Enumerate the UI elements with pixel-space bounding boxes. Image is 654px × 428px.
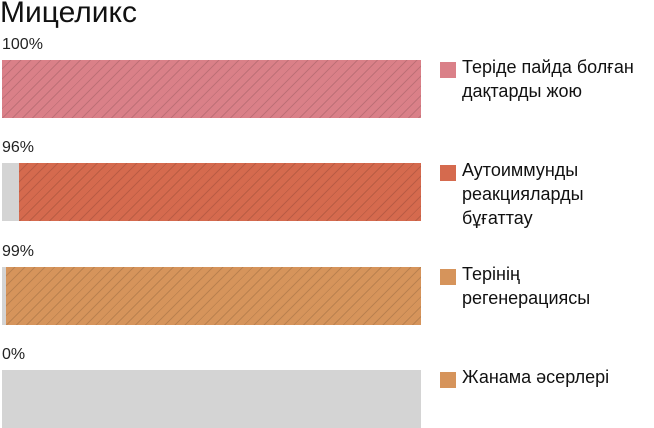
bar-track: [2, 370, 421, 428]
value-label: 100%: [2, 36, 43, 53]
legend-swatch: [440, 372, 456, 388]
bar-track: [2, 60, 421, 118]
legend-label: Аутоиммунды реакцияларды бұғаттау: [462, 160, 584, 228]
bar: [18, 163, 421, 221]
chart-title: Мицеликс: [0, 0, 138, 29]
bar: [6, 267, 421, 325]
legend-swatch: [440, 165, 456, 181]
value-label: 96%: [2, 139, 35, 156]
legend-label: Терінің регенерациясы: [462, 264, 591, 308]
bar: [2, 60, 421, 118]
value-label: 99%: [2, 243, 35, 260]
legend-swatch: [440, 62, 456, 78]
bar-track: [2, 163, 421, 221]
value-label: 0%: [2, 346, 26, 363]
legend-label: Жанама әсерлері: [462, 367, 610, 387]
bar-track: [2, 267, 421, 325]
legend-swatch: [440, 269, 456, 285]
legend-label: Теріде пайда болған дақтарды жою: [462, 57, 634, 101]
